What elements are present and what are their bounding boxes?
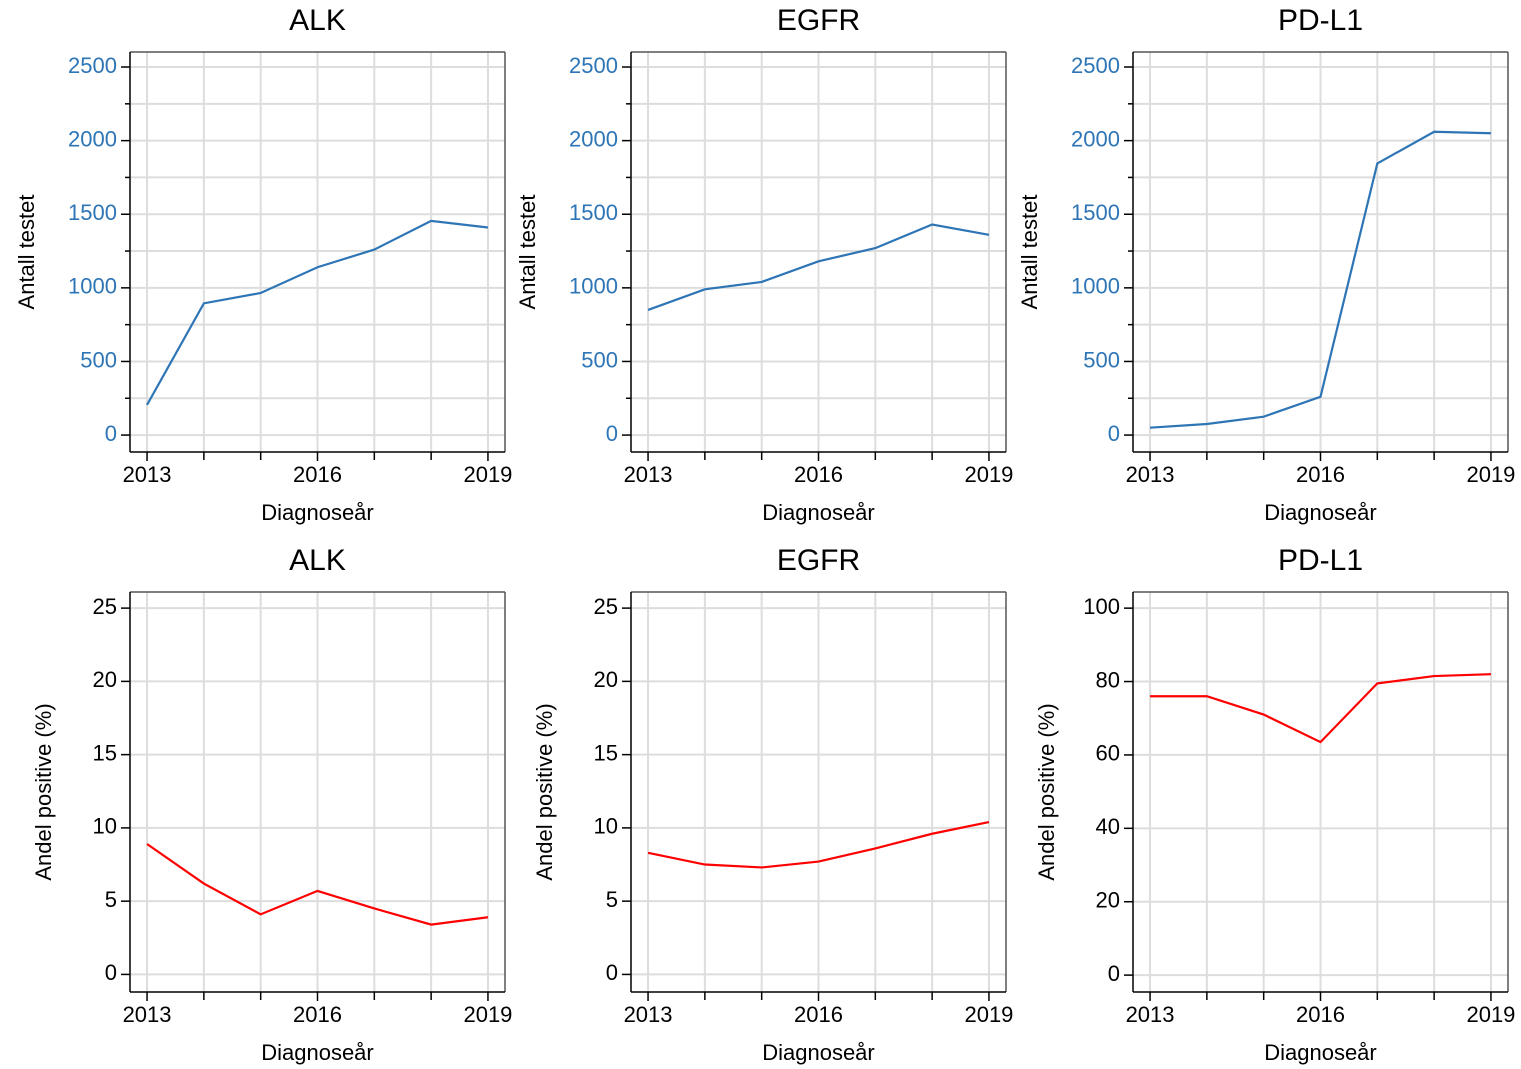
y-tick-label: 500 — [80, 347, 117, 372]
x-tick-label: 2016 — [1296, 1002, 1345, 1027]
x-tick-label: 2019 — [964, 1002, 1013, 1027]
x-tick-label: 2013 — [1126, 462, 1175, 487]
x-tick-label: 2019 — [964, 462, 1013, 487]
chart-title: EGFR — [777, 544, 860, 577]
y-tick-label: 500 — [581, 347, 618, 372]
y-tick-label: 1000 — [569, 274, 618, 299]
y-tick-label: 10 — [93, 814, 117, 839]
y-tick-label: 2000 — [1071, 126, 1120, 151]
y-axis-label: Antall testet — [515, 195, 540, 310]
x-tick-label: 2019 — [1466, 462, 1515, 487]
y-axis-label: Antall testet — [1017, 195, 1042, 310]
y-tick-label: 1000 — [68, 274, 117, 299]
y-tick-label: 2000 — [569, 126, 618, 151]
chart-title: ALK — [289, 4, 346, 37]
y-tick-label: 0 — [606, 960, 618, 985]
y-tick-label: 0 — [606, 421, 618, 446]
x-tick-label: 2019 — [463, 462, 512, 487]
y-tick-label: 5 — [105, 887, 117, 912]
y-tick-label: 60 — [1096, 741, 1120, 766]
x-tick-label: 2019 — [1466, 1002, 1515, 1027]
y-tick-label: 2500 — [569, 53, 618, 78]
y-tick-label: 1000 — [1071, 274, 1120, 299]
y-tick-label: 1500 — [569, 200, 618, 225]
y-tick-label: 5 — [606, 887, 618, 912]
y-tick-label: 20 — [594, 667, 618, 692]
y-tick-label: 10 — [594, 814, 618, 839]
x-tick-label: 2013 — [624, 462, 673, 487]
y-tick-label: 500 — [1083, 347, 1120, 372]
chart-title: EGFR — [777, 4, 860, 37]
x-tick-label: 2013 — [123, 1002, 172, 1027]
y-tick-label: 0 — [1108, 421, 1120, 446]
x-tick-label: 2013 — [624, 1002, 673, 1027]
y-axis-label: Antall testet — [14, 195, 39, 310]
y-tick-label: 1500 — [1071, 200, 1120, 225]
y-tick-label: 20 — [93, 667, 117, 692]
x-tick-label: 2013 — [1126, 1002, 1175, 1027]
y-tick-label: 1500 — [68, 200, 117, 225]
y-tick-label: 15 — [93, 740, 117, 765]
y-tick-label: 2000 — [68, 126, 117, 151]
y-tick-label: 80 — [1096, 667, 1120, 692]
x-tick-label: 2019 — [463, 1002, 512, 1027]
x-axis-label: Diagnoseår — [1264, 500, 1377, 525]
y-tick-label: 20 — [1096, 888, 1120, 913]
y-tick-label: 2500 — [68, 53, 117, 78]
y-tick-label: 25 — [93, 594, 117, 619]
chart-title: ALK — [289, 544, 346, 577]
x-tick-label: 2016 — [794, 462, 843, 487]
chart-title: PD-L1 — [1278, 544, 1363, 577]
x-axis-label: Diagnoseår — [762, 1040, 875, 1065]
data-line — [647, 223, 990, 311]
data-line — [146, 843, 489, 926]
y-tick-label: 0 — [105, 960, 117, 985]
x-tick-label: 2016 — [293, 462, 342, 487]
y-axis-label: Andel positive (%) — [1034, 703, 1059, 880]
x-axis-label: Diagnoseår — [1264, 1040, 1377, 1065]
y-tick-label: 40 — [1096, 814, 1120, 839]
x-tick-label: 2016 — [293, 1002, 342, 1027]
x-axis-label: Diagnoseår — [261, 500, 374, 525]
data-line — [146, 219, 489, 406]
x-tick-label: 2013 — [123, 462, 172, 487]
chart-title: PD-L1 — [1278, 4, 1363, 37]
y-axis-label: Andel positive (%) — [31, 703, 56, 880]
x-tick-label: 2016 — [1296, 462, 1345, 487]
y-tick-label: 15 — [594, 740, 618, 765]
data-line — [1150, 673, 1491, 744]
x-axis-label: Diagnoseår — [261, 1040, 374, 1065]
y-tick-label: 0 — [1108, 961, 1120, 986]
data-line — [1149, 130, 1491, 429]
y-tick-label: 2500 — [1071, 53, 1120, 78]
x-axis-label: Diagnoseår — [762, 500, 875, 525]
y-tick-label: 0 — [105, 421, 117, 446]
y-axis-label: Andel positive (%) — [532, 703, 557, 880]
x-tick-label: 2016 — [794, 1002, 843, 1027]
data-line — [647, 820, 990, 869]
y-tick-label: 100 — [1083, 594, 1120, 619]
y-tick-label: 25 — [594, 594, 618, 619]
